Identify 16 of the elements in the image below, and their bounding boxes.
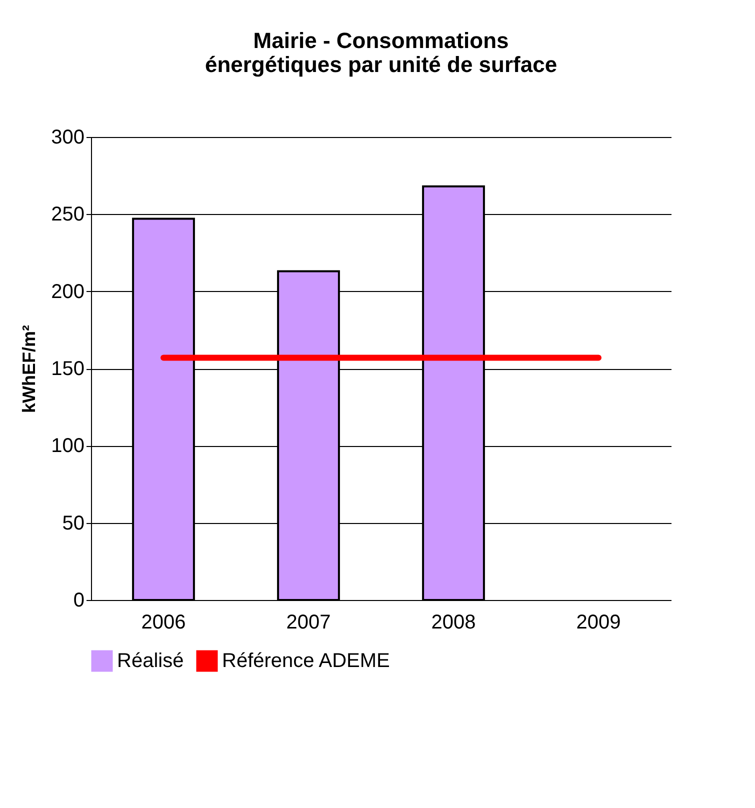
y-axis-title: kWhEF/m²	[19, 325, 40, 413]
x-tick-label: 2009	[576, 612, 621, 634]
x-tick-label: 2006	[141, 612, 186, 634]
y-tick-label: 200	[51, 280, 84, 303]
x-tick-label: 2008	[431, 612, 476, 634]
y-tick-label: 50	[62, 512, 84, 534]
text: énergétiques par unité de surface	[204, 52, 558, 77]
y-tick-label: 250	[51, 204, 84, 226]
y-tick-label: 0	[73, 590, 84, 612]
x-tick-label: 2007	[286, 612, 331, 634]
legend-label: Réalisé	[117, 650, 184, 672]
y-tick-label: 150	[51, 358, 84, 380]
y-tick-label: 100	[51, 435, 84, 458]
legend-label: Référence ADEME	[222, 650, 390, 672]
text: Mairie - Consommations	[253, 28, 509, 53]
y-tick-label: 300	[51, 126, 84, 148]
